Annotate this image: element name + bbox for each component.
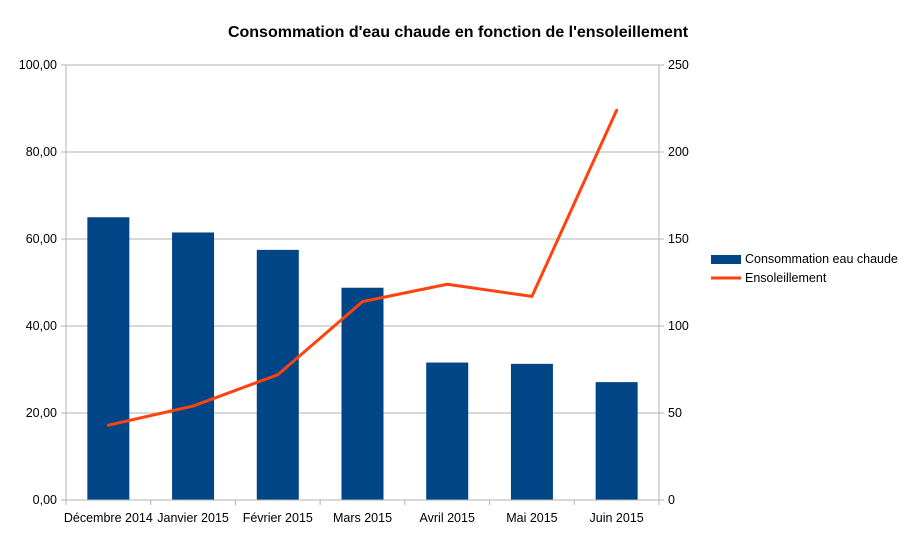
legend: Consommation eau chaude Ensoleillement: [711, 252, 898, 285]
x-tick-label: Juin 2015: [590, 511, 644, 525]
y-right-tick-label: 250: [668, 58, 689, 72]
legend-swatch-bar: [711, 255, 741, 264]
x-tick-label: Mars 2015: [333, 511, 392, 525]
bar: [595, 382, 638, 500]
x-tick-label: Mai 2015: [506, 511, 557, 525]
x-tick-label: Janvier 2015: [157, 511, 229, 525]
bar: [172, 232, 215, 500]
y-left-tick-label: 60,00: [26, 232, 57, 246]
y-right-tick-label: 100: [668, 319, 689, 333]
y-left-tick-label: 0,00: [33, 493, 57, 507]
x-tick-label: Décembre 2014: [64, 511, 153, 525]
y-left-tick-label: 100,00: [19, 58, 57, 72]
bar: [87, 217, 130, 500]
chart-title: Consommation d'eau chaude en fonction de…: [228, 24, 689, 41]
y-left-tick-label: 20,00: [26, 406, 57, 420]
y-left-tick-label: 80,00: [26, 145, 57, 159]
axes: [61, 64, 664, 505]
legend-label-bar: Consommation eau chaude: [745, 252, 898, 266]
tick-labels: 0,00 20,00 40,00 60,00 80,00 100,00 0 50 100 150 2…: [19, 58, 689, 525]
y-right-tick-label: 200: [668, 145, 689, 159]
y-right-tick-label: 150: [668, 232, 689, 246]
y-right-tick-label: 0: [668, 493, 675, 507]
x-tick-label: Avril 2015: [420, 511, 475, 525]
y-right-tick-label: 50: [668, 406, 682, 420]
legend-label-line: Ensoleillement: [745, 271, 827, 285]
bar: [341, 287, 384, 500]
line-series: [106, 108, 619, 427]
bar-series: [87, 217, 638, 500]
bar: [426, 362, 469, 500]
bar: [510, 363, 553, 500]
y-left-tick-label: 40,00: [26, 319, 57, 333]
x-tick-label: Février 2015: [243, 511, 313, 525]
